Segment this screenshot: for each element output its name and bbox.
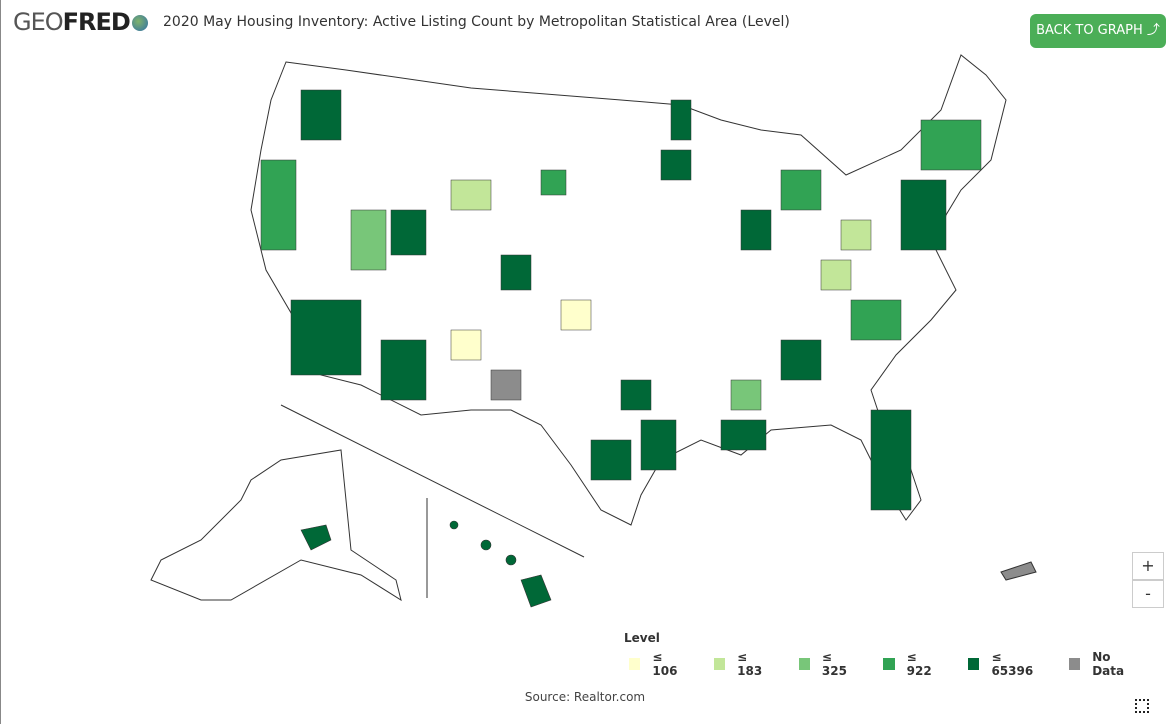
- button-label: BACK TO GRAPH: [1036, 23, 1143, 38]
- logo[interactable]: GEOFRED: [13, 8, 148, 36]
- hawaii: [520, 574, 552, 608]
- alaska: [150, 449, 402, 602]
- puerto-rico: [1000, 561, 1037, 581]
- region: [850, 299, 902, 341]
- region: [450, 329, 482, 361]
- legend-item: ≤ 183: [713, 650, 775, 678]
- legend-item: ≤ 65396: [968, 650, 1045, 678]
- region: [820, 259, 852, 291]
- logo-globe: [131, 15, 148, 31]
- region: [640, 419, 677, 471]
- legend-label: ≤ 922: [906, 650, 932, 678]
- region: [290, 299, 362, 376]
- region: [350, 209, 387, 271]
- legend: ≤ 106 ≤ 183 ≤ 325 ≤ 922 ≤ 65396 No Data: [629, 650, 1168, 678]
- legend-label: ≤ 325: [821, 650, 847, 678]
- legend-swatch: [1068, 658, 1081, 670]
- logo-bold: FRED: [62, 8, 131, 36]
- region: [670, 99, 692, 141]
- region: [390, 209, 427, 256]
- legend-item: ≤ 922: [883, 650, 944, 678]
- region: [450, 179, 492, 211]
- region: [840, 219, 872, 251]
- region: [560, 299, 592, 331]
- source: Source: Realtor.com: [524, 690, 646, 704]
- fullscreen-button[interactable]: [1135, 699, 1149, 713]
- legend-swatch: [798, 658, 810, 670]
- region: [490, 369, 522, 401]
- legend-title: Level: [624, 631, 660, 645]
- hawaii: [480, 539, 492, 551]
- legend-item: No Data: [1068, 650, 1144, 678]
- region: [590, 439, 632, 481]
- region: [380, 339, 427, 401]
- hawaii: [449, 520, 459, 530]
- legend-label: ≤ 183: [737, 650, 763, 678]
- legend-item: ≤ 106: [629, 650, 690, 678]
- legend-swatch: [713, 658, 726, 670]
- legend-swatch: [968, 658, 980, 670]
- region: [660, 149, 692, 181]
- legend-label: ≤ 65396: [991, 650, 1034, 678]
- legend-item: ≤ 325: [798, 650, 860, 678]
- region: [540, 169, 567, 196]
- region: [730, 379, 762, 411]
- region: [740, 209, 772, 251]
- alaska-region: [300, 524, 332, 551]
- map-title: 2020 May Housing Inventory: Active Listi…: [163, 14, 790, 30]
- region: [300, 89, 342, 141]
- legend-label: No Data: [1092, 650, 1125, 678]
- region: [780, 339, 822, 381]
- hawaii: [505, 554, 517, 566]
- regions: [260, 89, 982, 511]
- region: [780, 169, 822, 211]
- region: [870, 409, 912, 511]
- region: [720, 419, 767, 451]
- region: [500, 254, 532, 291]
- region: [260, 159, 297, 251]
- logo-light: GEO: [13, 8, 64, 36]
- region: [620, 379, 652, 411]
- legend-swatch: [883, 658, 895, 670]
- legend-swatch: [629, 658, 641, 670]
- back-to-graph-button[interactable]: BACK TO GRAPH ⤴: [1030, 14, 1166, 48]
- divider: [280, 404, 585, 558]
- region: [900, 179, 947, 251]
- zoom-in[interactable]: +: [1132, 552, 1164, 580]
- zoom-out[interactable]: -: [1132, 580, 1164, 608]
- region: [920, 119, 982, 171]
- legend-label: ≤ 106: [652, 650, 678, 678]
